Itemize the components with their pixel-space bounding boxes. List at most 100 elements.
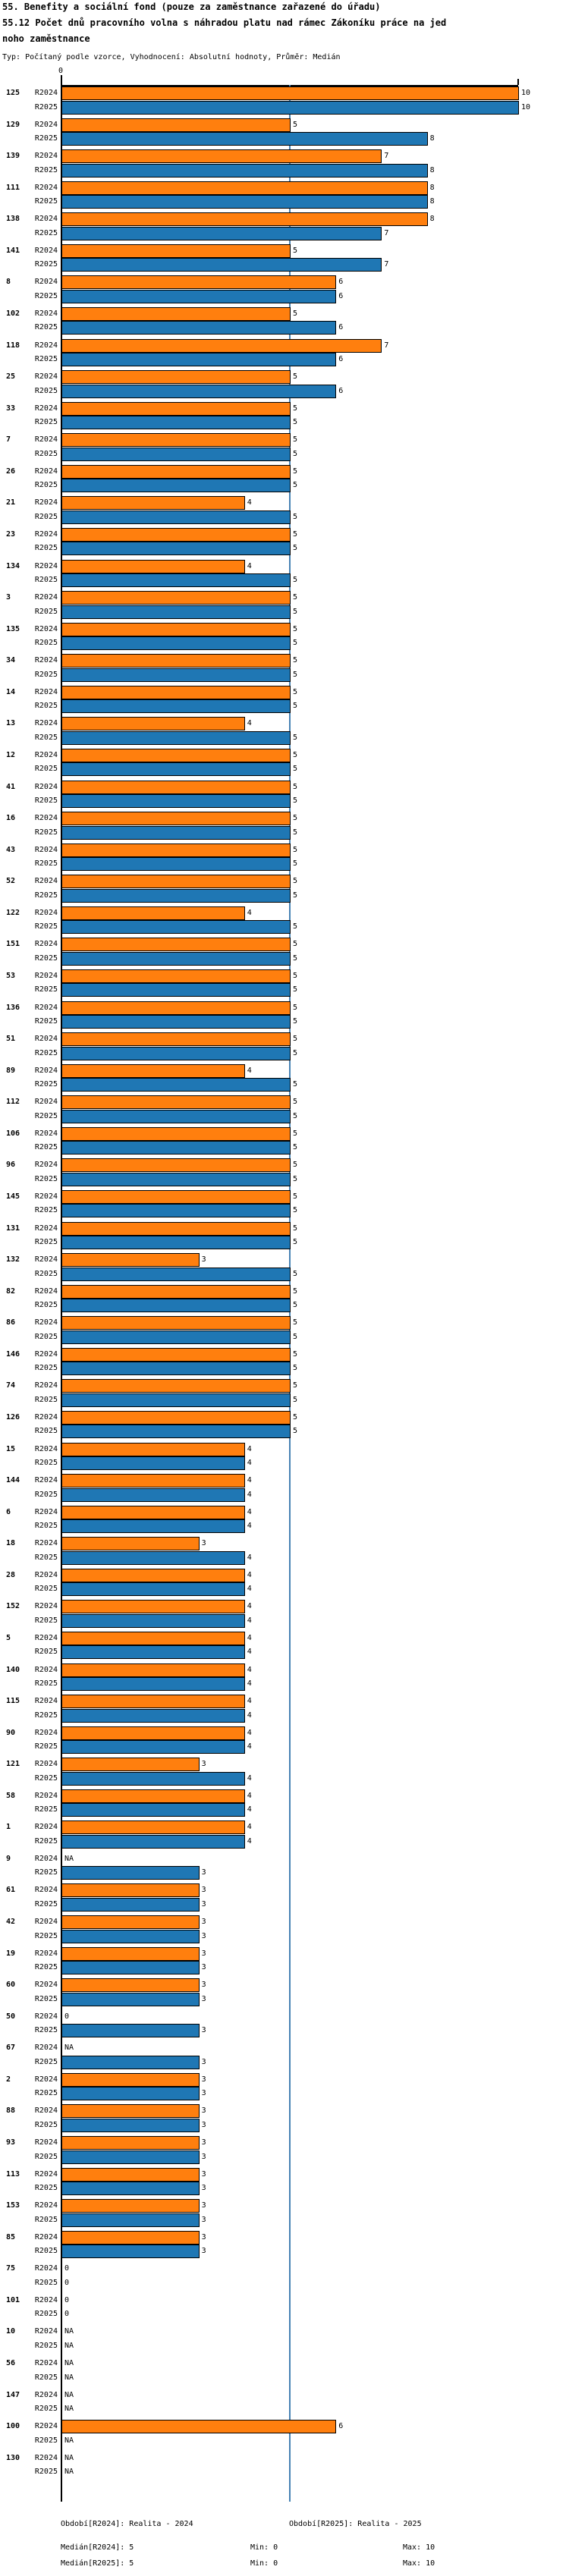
bar-r2024-26	[61, 464, 291, 479]
row-id-label: 42	[6, 1918, 16, 1927]
value-label: 4	[247, 561, 252, 570]
value-label: 5	[293, 782, 298, 791]
bar-group-102: 102 R2024 5 R2025 6	[0, 306, 569, 339]
stat-median-r2025: Medián[R2025]: 5	[61, 2559, 134, 2568]
value-label-na: NA	[64, 2405, 74, 2414]
series-label-r2024: R2024	[34, 1823, 58, 1832]
row-id-label: 88	[6, 2106, 16, 2116]
row-id-label: 139	[6, 152, 20, 161]
value-label: 8	[429, 134, 435, 143]
value-label: 5	[293, 828, 298, 837]
series-label-r2024: R2024	[34, 498, 58, 507]
row-id-label: 85	[6, 2232, 16, 2241]
row-id-label: 56	[6, 2359, 16, 2368]
value-label: 3	[201, 2184, 206, 2193]
value-label: 7	[384, 341, 389, 350]
value-label: 5	[293, 1017, 298, 1026]
bar-group-82: 82 R2024 5 R2025 5	[0, 1284, 569, 1317]
series-label-r2024: R2024	[34, 593, 58, 602]
row-id-label: 147	[6, 2390, 20, 2399]
bar-r2024-122	[61, 906, 245, 920]
bar-group-89: 89 R2024 4 R2025 5	[0, 1063, 569, 1096]
bar-group-33: 33 R2024 5 R2025 5	[0, 401, 569, 434]
bar-r2024-43	[61, 843, 291, 857]
series-label-r2025: R2025	[34, 2341, 58, 2350]
bar-group-53: 53 R2024 5 R2025 5	[0, 969, 569, 1001]
series-label-r2024: R2024	[34, 1161, 58, 1170]
bar-r2025-52	[61, 888, 291, 903]
bar-group-52: 52 R2024 5 R2025 5	[0, 875, 569, 906]
series-label-r2025: R2025	[34, 953, 58, 963]
row-id-label: 16	[6, 814, 16, 823]
value-label: 4	[247, 1507, 252, 1516]
stat-min-r2025: Min: 0	[250, 2559, 278, 2568]
row-id-label: 1	[6, 1823, 11, 1832]
bar-r2025-28	[61, 1582, 245, 1597]
row-id-label: 138	[6, 215, 20, 224]
bar-group-126: 126 R2024 5 R2025 5	[0, 1410, 569, 1443]
bar-group-151: 151 R2024 5 R2025 5	[0, 938, 569, 969]
bar-group-112: 112 R2024 5 R2025 5	[0, 1095, 569, 1127]
series-label-r2025: R2025	[34, 1616, 58, 1625]
value-label: 4	[247, 1553, 252, 1562]
series-label-r2025: R2025	[34, 2468, 58, 2477]
chart-subtitle-line1: 55.12 Počet dnů pracovního volna s náhra…	[2, 17, 447, 28]
value-label: 4	[247, 1791, 252, 1800]
value-label-na: NA	[64, 2390, 74, 2399]
series-label-r2024: R2024	[34, 971, 58, 980]
bar-group-13: 13 R2024 4 R2025 5	[0, 717, 569, 749]
bar-r2024-74	[61, 1379, 291, 1393]
bar-group-145: 145 R2024 5 R2025 5	[0, 1189, 569, 1222]
series-label-r2025: R2025	[34, 1868, 58, 1877]
series-label-r2024: R2024	[34, 1949, 58, 1958]
series-label-r2025: R2025	[34, 922, 58, 931]
value-label: 5	[293, 639, 298, 648]
row-id-label: 5	[6, 1633, 11, 1642]
row-id-label: 141	[6, 246, 20, 255]
bar-r2024-14	[61, 685, 291, 699]
series-label-r2025: R2025	[34, 1459, 58, 1467]
row-id-label: 122	[6, 908, 20, 917]
value-label: 4	[247, 1522, 252, 1531]
series-label-r2025: R2025	[34, 828, 58, 837]
value-label: 5	[293, 1395, 298, 1404]
series-label-r2025: R2025	[34, 1427, 58, 1436]
bar-r2024-3	[61, 591, 291, 605]
bar-group-85: 85 R2024 3 R2025 3	[0, 2230, 569, 2263]
bar-r2025-131	[61, 1236, 291, 1250]
value-label: 10	[521, 102, 531, 112]
series-label-r2024: R2024	[34, 1918, 58, 1927]
row-id-label: 2	[6, 2075, 11, 2084]
bar-r2025-115	[61, 1708, 245, 1723]
series-label-r2024: R2024	[34, 89, 58, 97]
bar-r2024-138	[61, 212, 428, 227]
series-label-r2025: R2025	[34, 733, 58, 742]
value-label: 4	[247, 1633, 252, 1642]
bar-r2024-129	[61, 118, 291, 132]
bar-r2025-14	[61, 699, 291, 714]
value-label: 5	[293, 940, 298, 949]
value-label: 4	[247, 719, 252, 728]
bar-group-90: 90 R2024 4 R2025 4	[0, 1726, 569, 1758]
row-id-label: 26	[6, 467, 16, 476]
bar-group-88: 88 R2024 3 R2025 3	[0, 2104, 569, 2136]
value-label: 4	[247, 1773, 252, 1783]
bar-r2025-106	[61, 1141, 291, 1155]
series-label-r2025: R2025	[34, 1679, 58, 1688]
series-label-r2025: R2025	[34, 639, 58, 648]
bar-r2024-42	[61, 1915, 200, 1930]
value-label: 5	[293, 576, 298, 585]
bar-group-138: 138 R2024 8 R2025 7	[0, 212, 569, 244]
bar-group-61: 61 R2024 3 R2025 3	[0, 1883, 569, 1915]
row-id-label: 113	[6, 2169, 20, 2179]
bar-group-134: 134 R2024 4 R2025 5	[0, 559, 569, 592]
row-id-label: 112	[6, 1098, 20, 1107]
bar-r2024-139	[61, 149, 382, 164]
bar-r2025-134	[61, 573, 291, 588]
series-label-r2024: R2024	[34, 1633, 58, 1642]
value-label-na: NA	[64, 2373, 74, 2382]
bar-group-67: 67 R2024 NA R2025 3	[0, 2041, 569, 2073]
bar-r2025-42	[61, 1929, 200, 1943]
row-id-label: 134	[6, 561, 20, 570]
bar-r2024-13	[61, 717, 245, 731]
